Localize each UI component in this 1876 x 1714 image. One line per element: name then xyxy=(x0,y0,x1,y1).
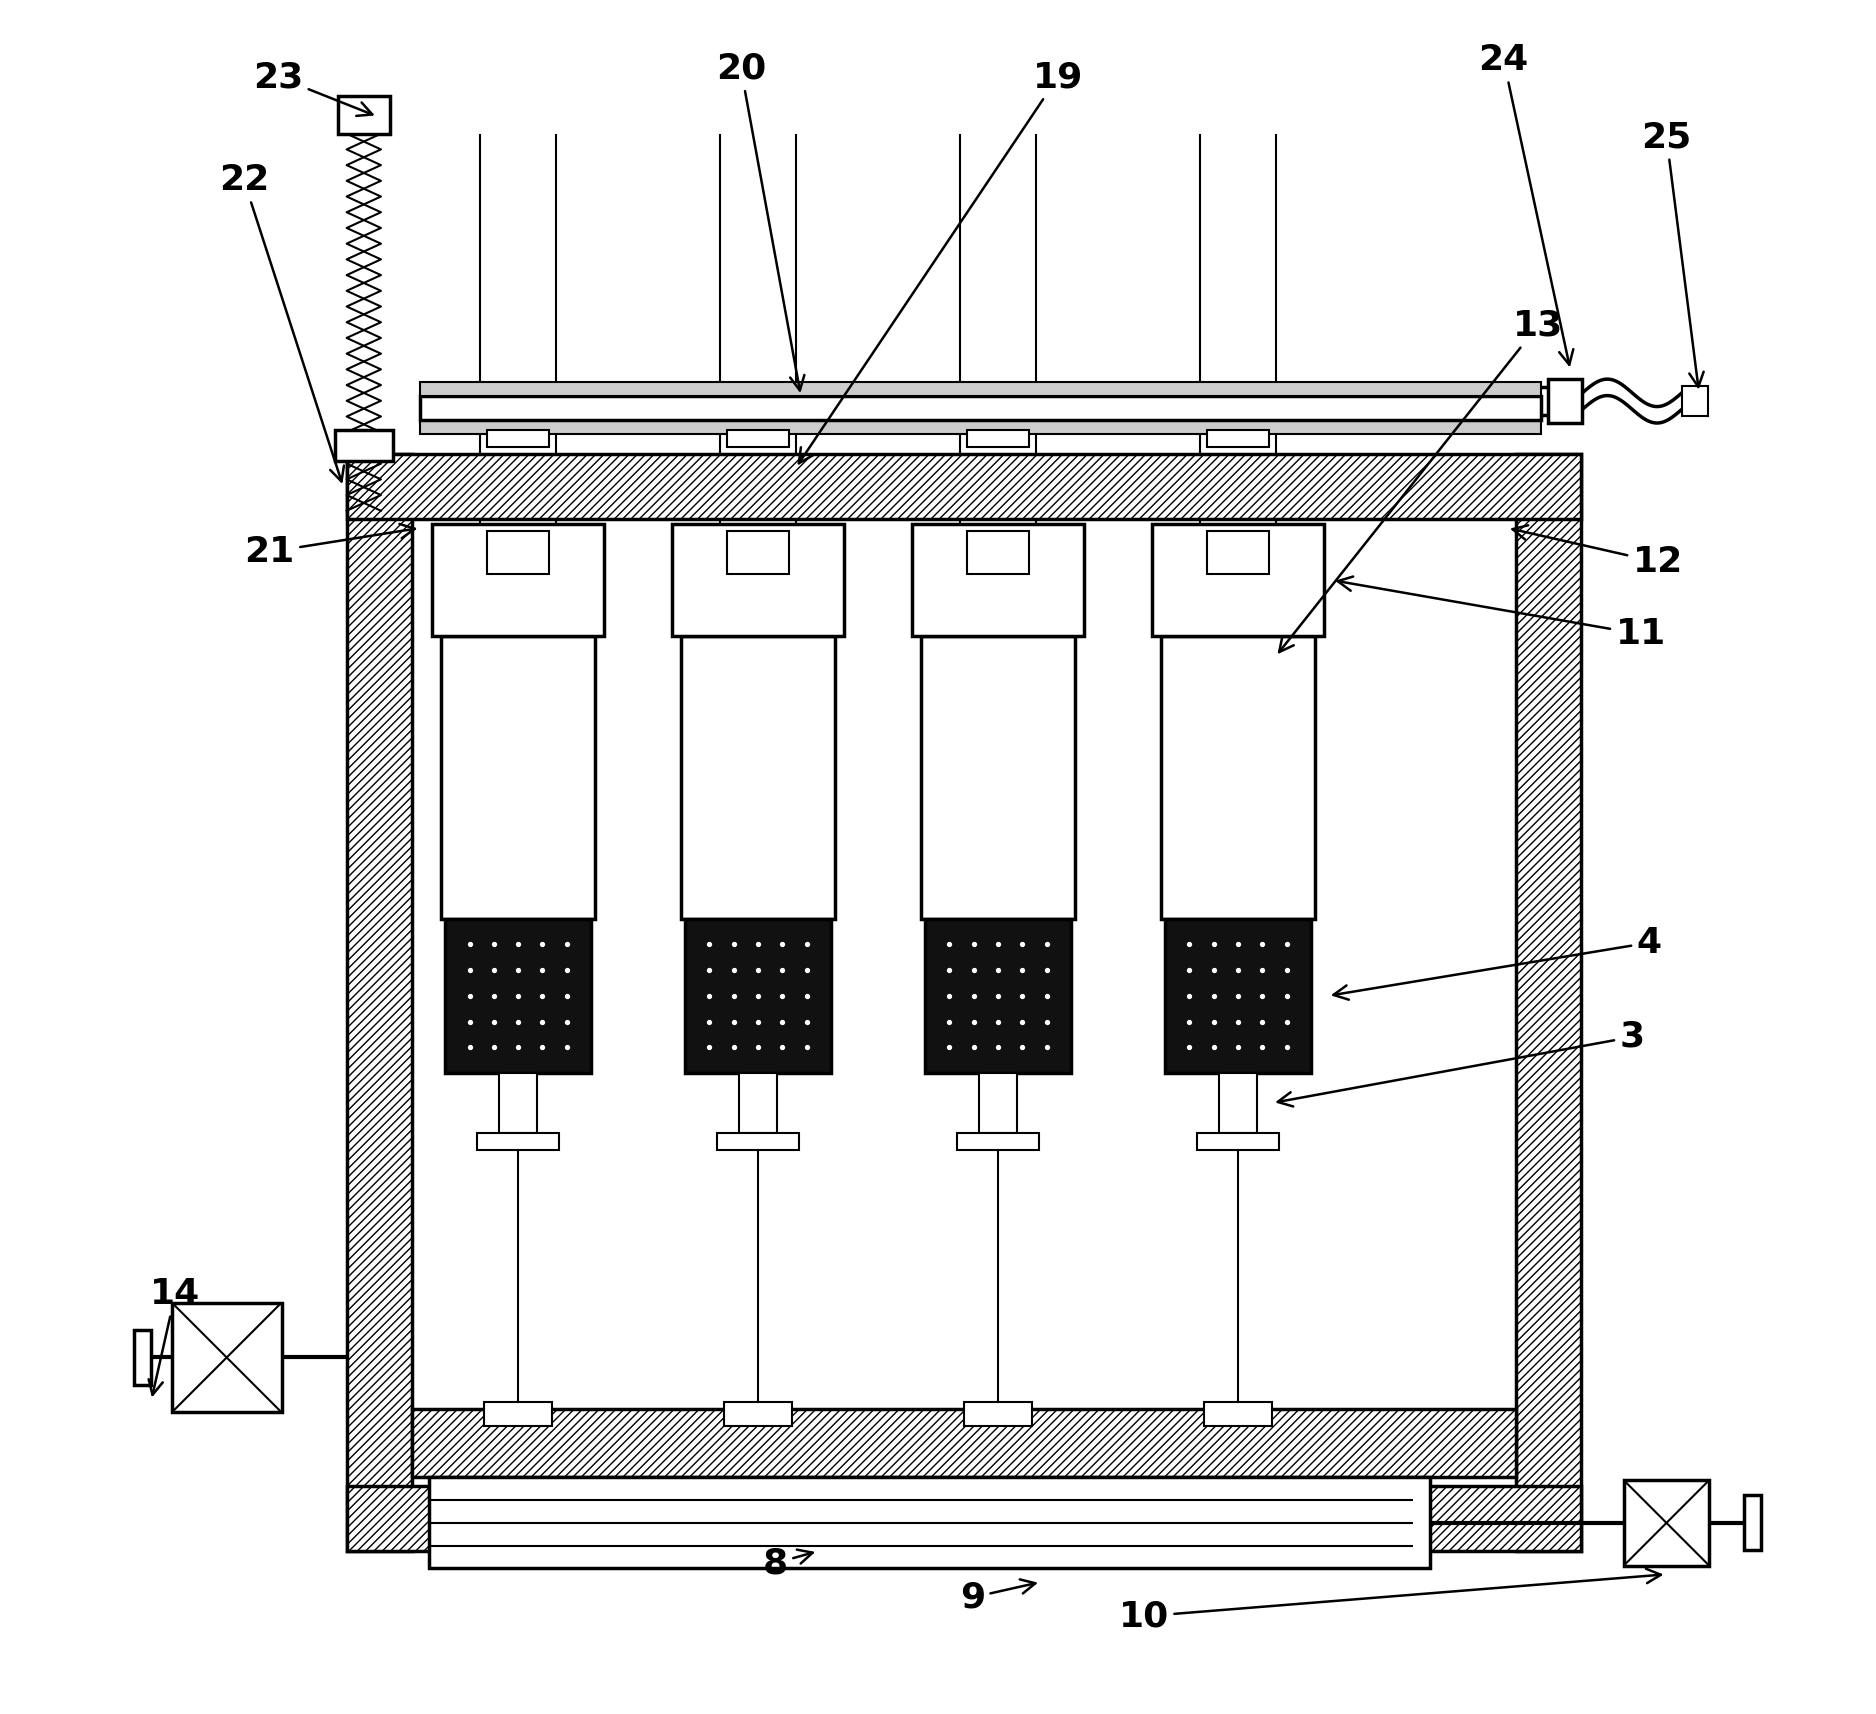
Bar xyxy=(1516,454,1581,1551)
Bar xyxy=(488,531,550,574)
Text: 20: 20 xyxy=(717,51,805,391)
Bar xyxy=(488,430,550,447)
Bar xyxy=(739,1073,777,1133)
Text: 13: 13 xyxy=(1279,309,1563,651)
Bar xyxy=(1219,1073,1257,1133)
Bar xyxy=(420,382,1542,396)
Bar xyxy=(728,531,790,574)
Bar xyxy=(1548,379,1583,423)
Text: 12: 12 xyxy=(1512,524,1683,579)
Bar xyxy=(420,420,1542,434)
Text: 21: 21 xyxy=(244,524,415,569)
Bar xyxy=(445,919,591,1073)
Bar xyxy=(413,519,1516,1486)
Bar xyxy=(724,1402,792,1426)
Bar xyxy=(420,396,1542,420)
Bar xyxy=(484,1402,552,1426)
Bar xyxy=(1206,531,1268,574)
Bar xyxy=(921,636,1075,919)
Bar xyxy=(334,430,392,461)
Text: 23: 23 xyxy=(253,60,371,117)
Bar xyxy=(441,636,595,919)
Text: 9: 9 xyxy=(961,1579,1036,1615)
Bar xyxy=(413,1409,1516,1477)
Bar xyxy=(347,454,1581,519)
Bar xyxy=(957,1133,1039,1150)
Bar xyxy=(1152,524,1324,636)
Bar xyxy=(1206,430,1268,447)
Text: 4: 4 xyxy=(1334,926,1662,999)
Text: 24: 24 xyxy=(1478,43,1574,365)
Text: 8: 8 xyxy=(764,1546,812,1580)
Bar xyxy=(1161,636,1315,919)
Bar xyxy=(173,1303,281,1412)
Bar xyxy=(347,454,413,1551)
Bar xyxy=(135,1330,152,1385)
Text: 19: 19 xyxy=(799,60,1082,463)
Bar xyxy=(912,524,1084,636)
Bar xyxy=(968,430,1028,447)
Bar xyxy=(477,1133,559,1150)
Bar xyxy=(1683,386,1707,417)
Bar xyxy=(1743,1495,1762,1549)
Text: 11: 11 xyxy=(1338,576,1666,651)
Bar xyxy=(1165,919,1311,1073)
Text: 10: 10 xyxy=(1118,1568,1660,1633)
Text: 22: 22 xyxy=(219,163,343,482)
Bar xyxy=(681,636,835,919)
Bar xyxy=(347,1486,1581,1551)
Bar xyxy=(968,531,1028,574)
Bar xyxy=(1204,1402,1272,1426)
Bar xyxy=(431,524,604,636)
Bar xyxy=(925,919,1071,1073)
Bar xyxy=(672,524,844,636)
Bar xyxy=(1623,1481,1709,1567)
Bar xyxy=(964,1402,1032,1426)
Bar xyxy=(979,1073,1017,1133)
Text: 3: 3 xyxy=(1278,1020,1645,1107)
Text: 14: 14 xyxy=(148,1277,201,1395)
Bar xyxy=(685,919,831,1073)
Text: 25: 25 xyxy=(1642,120,1703,387)
Bar xyxy=(430,1477,1430,1568)
Bar xyxy=(728,430,790,447)
Bar xyxy=(1197,1133,1279,1150)
Bar xyxy=(499,1073,537,1133)
Bar xyxy=(717,1133,799,1150)
Bar xyxy=(338,96,390,134)
